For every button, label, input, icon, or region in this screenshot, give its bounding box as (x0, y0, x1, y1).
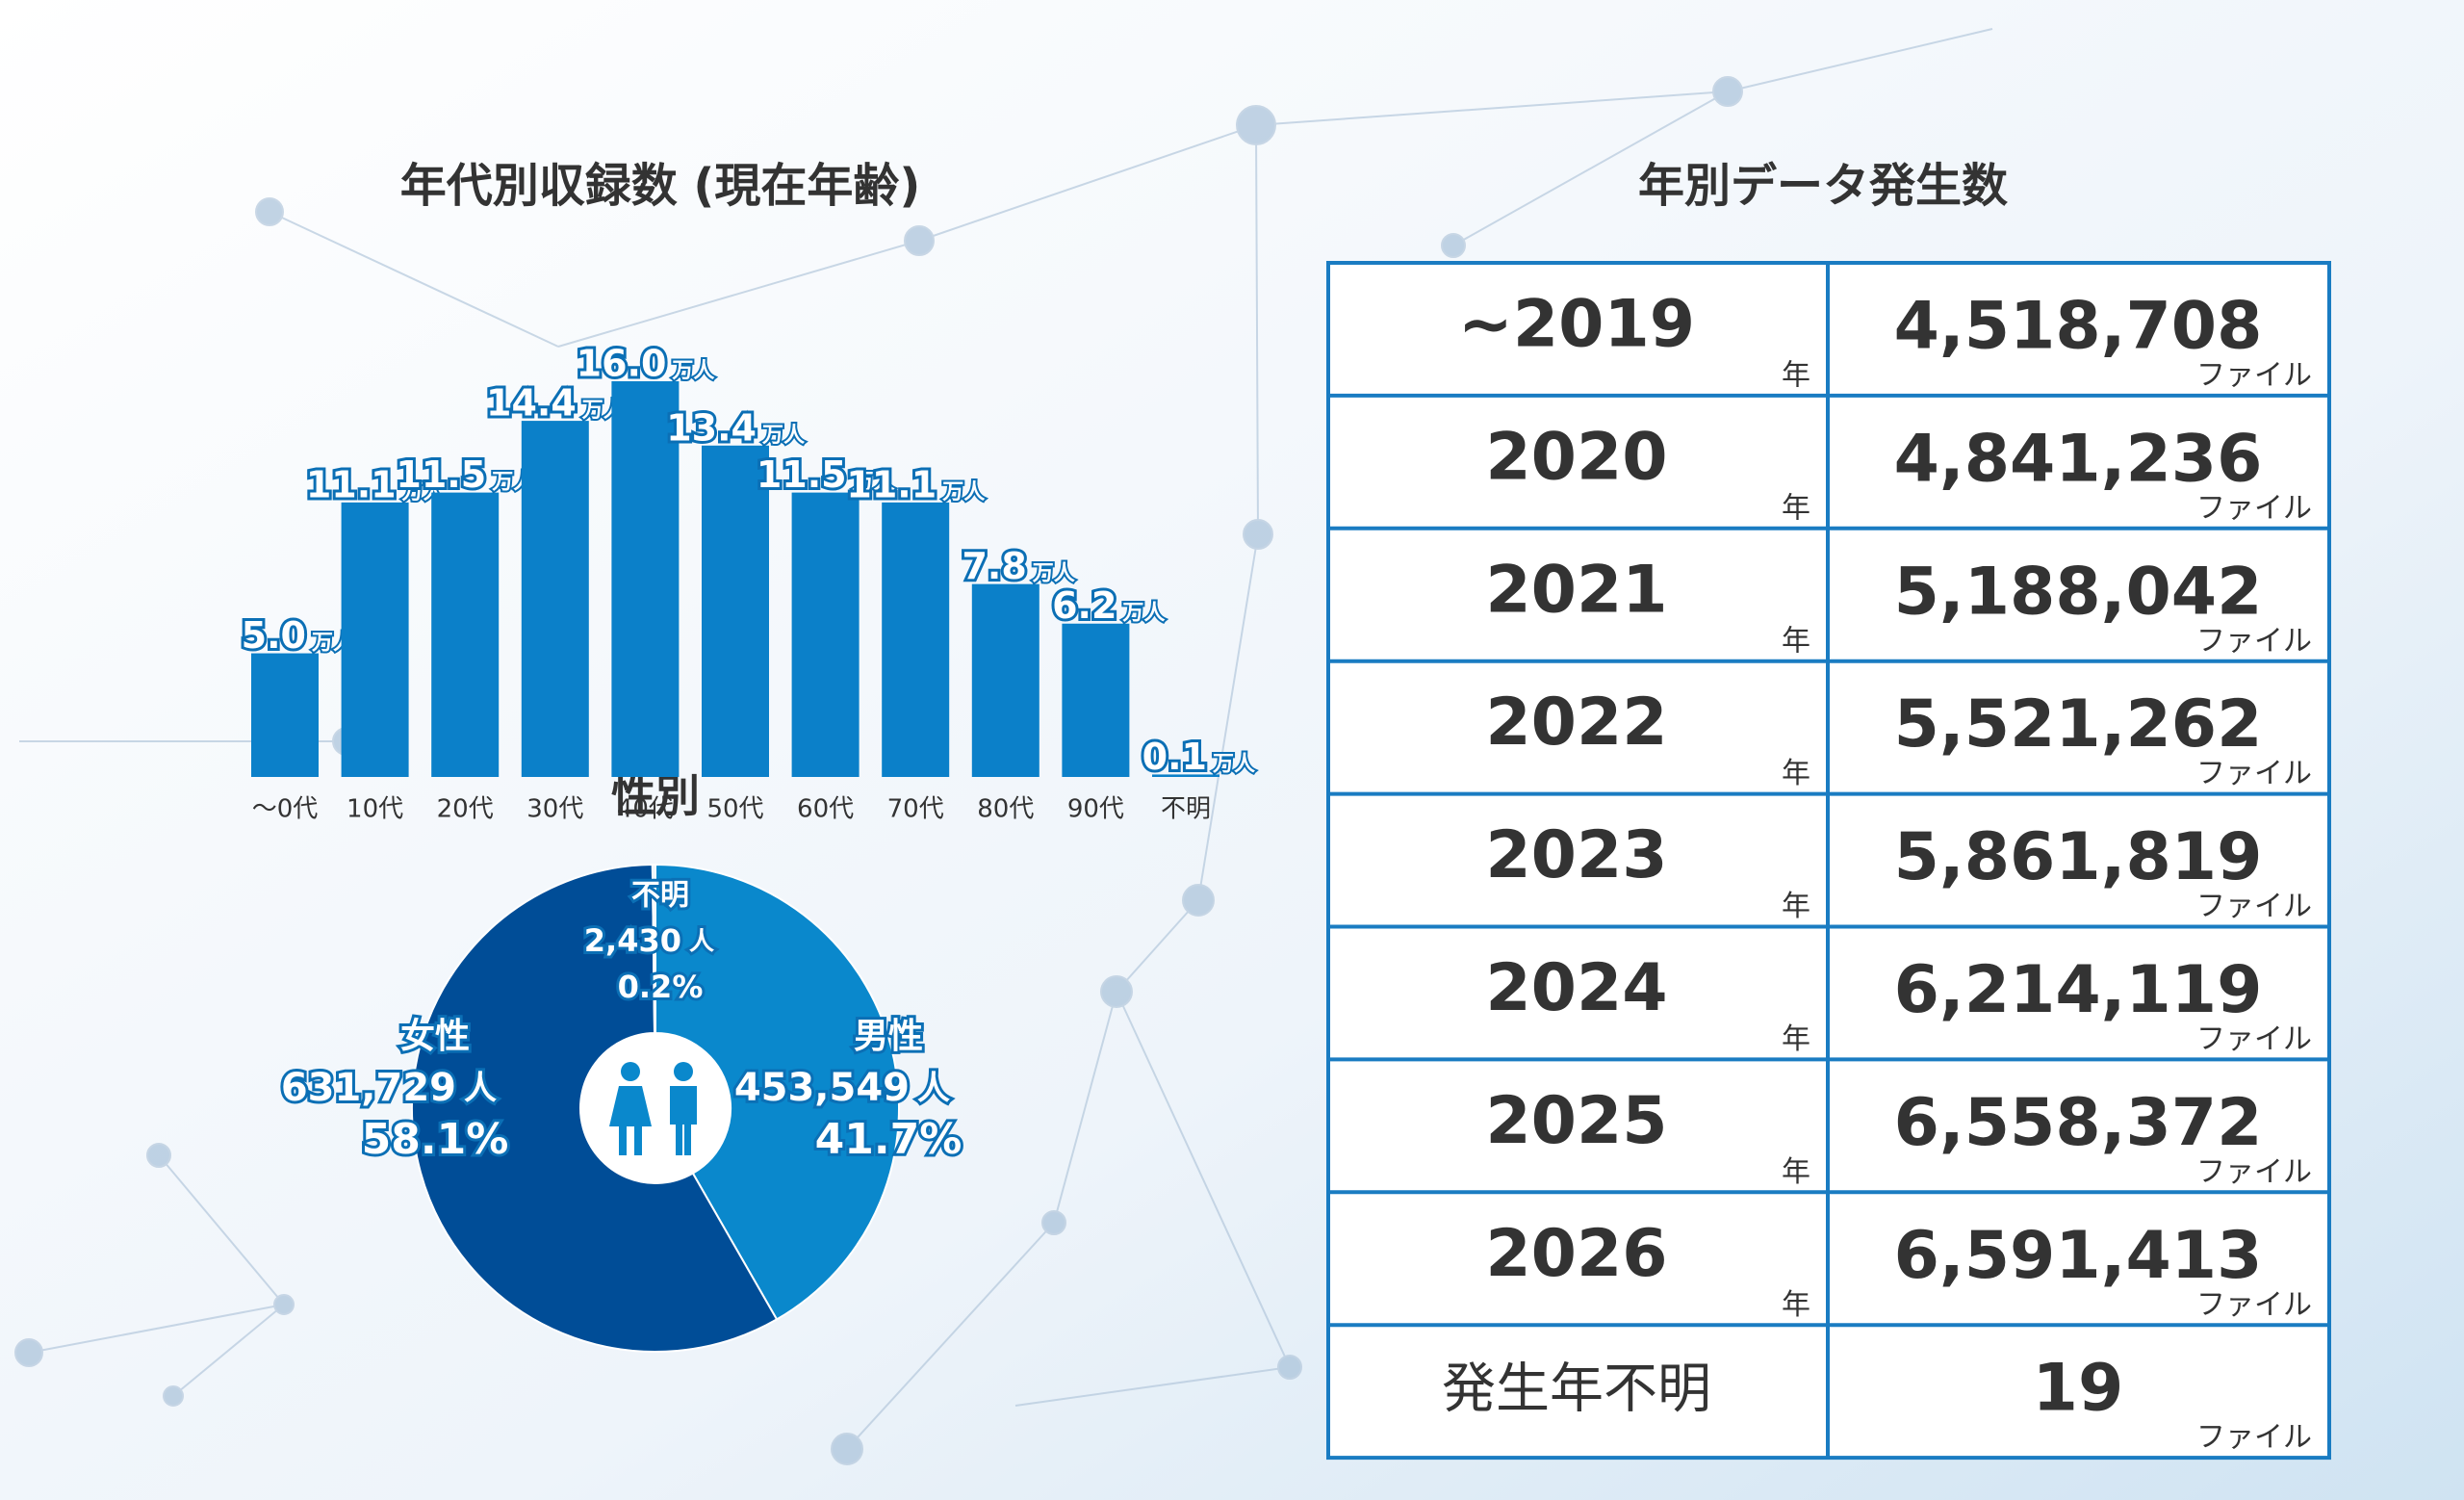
value-unit: 万人 (1121, 602, 1165, 626)
x-tick-label: 60代 (797, 795, 854, 824)
value-label: 11.1 (306, 463, 397, 505)
value-label: 5.0 (242, 614, 306, 657)
value-unit: 万人 (852, 471, 895, 495)
count-unit: ファイル (2196, 757, 2312, 790)
file-count: 6,214,119 (1894, 952, 2263, 1028)
x-tick-label: 80代 (977, 795, 1034, 824)
slice-name: 不明 (631, 879, 689, 913)
slice-count: 2,430 (584, 922, 681, 959)
bar (1152, 774, 1219, 777)
year-unit: 年 (1782, 624, 1810, 658)
icon-male (670, 1086, 697, 1155)
slice-percent: 0.2% (618, 969, 704, 1005)
bar (521, 421, 589, 777)
value-unit: 万人 (671, 359, 714, 383)
bar-chart-title: 年代別収録数 (現在年齢) (400, 159, 921, 213)
slice-count-unit: 人 (917, 1070, 950, 1108)
file-count: 4,841,236 (1894, 421, 2263, 497)
bar (702, 445, 769, 777)
year-unit: 年 (1782, 491, 1810, 525)
x-tick-label: ～0代 (252, 795, 319, 824)
year-unit: 年 (1782, 359, 1810, 393)
count-unit: ファイル (2196, 491, 2312, 525)
year: 2021 (1485, 552, 1667, 628)
slice-name: 男性 (854, 1017, 923, 1056)
file-count: 4,518,708 (1894, 289, 2263, 365)
slice-count: 631,729 (281, 1066, 456, 1110)
count-unit: ファイル (2196, 1421, 2312, 1455)
year-unit: 年 (1782, 1022, 1810, 1056)
value-unit: 万人 (761, 424, 805, 448)
value-label: 14.4 (486, 382, 577, 425)
table-title: 年別データ発生数 (1638, 159, 2008, 213)
bar (882, 502, 950, 777)
bar (251, 653, 319, 777)
slice-count: 453,549 (734, 1066, 910, 1110)
count-unit: ファイル (2196, 890, 2312, 923)
bar (1062, 623, 1130, 777)
year-unit: 年 (1782, 1288, 1810, 1322)
year-unit: 年 (1782, 1155, 1810, 1189)
file-count: 6,591,413 (1894, 1218, 2263, 1294)
file-count: 19 (2033, 1351, 2124, 1427)
x-tick-label: 30代 (526, 795, 583, 824)
network-decoration (14, 28, 1993, 1465)
slice-name: 女性 (400, 1017, 470, 1056)
x-tick-label: 不明 (1161, 795, 1211, 824)
icon-head (621, 1062, 640, 1081)
year: 2020 (1485, 419, 1667, 495)
icon-head (674, 1062, 693, 1081)
file-count: 5,188,042 (1894, 554, 2263, 630)
count-unit: ファイル (2196, 1022, 2312, 1056)
count-unit: ファイル (2196, 1155, 2312, 1189)
year: ~2019 (1458, 287, 1695, 363)
pie-chart-title: 性別 (611, 770, 700, 822)
value-label: 0.1 (1142, 736, 1207, 778)
x-tick-label: 50代 (706, 795, 763, 824)
slice-percent: 41.7% (815, 1115, 962, 1164)
value-label: 13.4 (666, 406, 757, 449)
bar (611, 381, 680, 777)
bar (431, 492, 500, 777)
slice-percent: 58.1% (362, 1115, 509, 1164)
file-count: 6,558,372 (1894, 1085, 2263, 1161)
x-tick-label: 10代 (346, 795, 403, 824)
icon-female (609, 1086, 652, 1155)
bar (791, 492, 860, 777)
value-label: 16.0 (577, 343, 667, 385)
x-tick-label: 90代 (1067, 795, 1124, 824)
count-unit: ファイル (2196, 624, 2312, 658)
year: 2023 (1485, 817, 1667, 893)
year: 2022 (1485, 685, 1667, 761)
value-unit: 万人 (1032, 562, 1075, 586)
year: 2024 (1485, 950, 1667, 1026)
x-tick-label: 20代 (437, 795, 494, 824)
file-count: 5,861,819 (1894, 819, 2263, 895)
value-label: 11.1 (846, 463, 937, 505)
count-unit: ファイル (2196, 359, 2312, 393)
bar (971, 583, 1040, 777)
people-icon (609, 1062, 697, 1155)
value-unit: 万人 (1212, 752, 1255, 776)
pie-center (580, 1033, 731, 1183)
year-unit: 年 (1782, 890, 1810, 923)
bar (341, 502, 409, 777)
year: 2025 (1485, 1083, 1667, 1159)
value-label: 11.5 (396, 453, 486, 496)
value-label: 7.8 (962, 545, 1026, 587)
x-tick-label: 40代 (617, 795, 674, 824)
x-tick-label: 70代 (887, 795, 944, 824)
year: 発生年不明 (1442, 1358, 1711, 1420)
slice-count-unit: 人 (464, 1070, 497, 1108)
year-unit: 年 (1782, 757, 1810, 790)
file-count: 5,521,262 (1894, 686, 2263, 763)
value-label: 6.2 (1052, 584, 1116, 627)
count-unit: ファイル (2196, 1288, 2312, 1322)
value-unit: 万人 (941, 480, 985, 504)
slice-count-unit: 人 (689, 928, 714, 957)
value-label: 11.5 (757, 453, 847, 496)
year: 2026 (1485, 1216, 1667, 1292)
